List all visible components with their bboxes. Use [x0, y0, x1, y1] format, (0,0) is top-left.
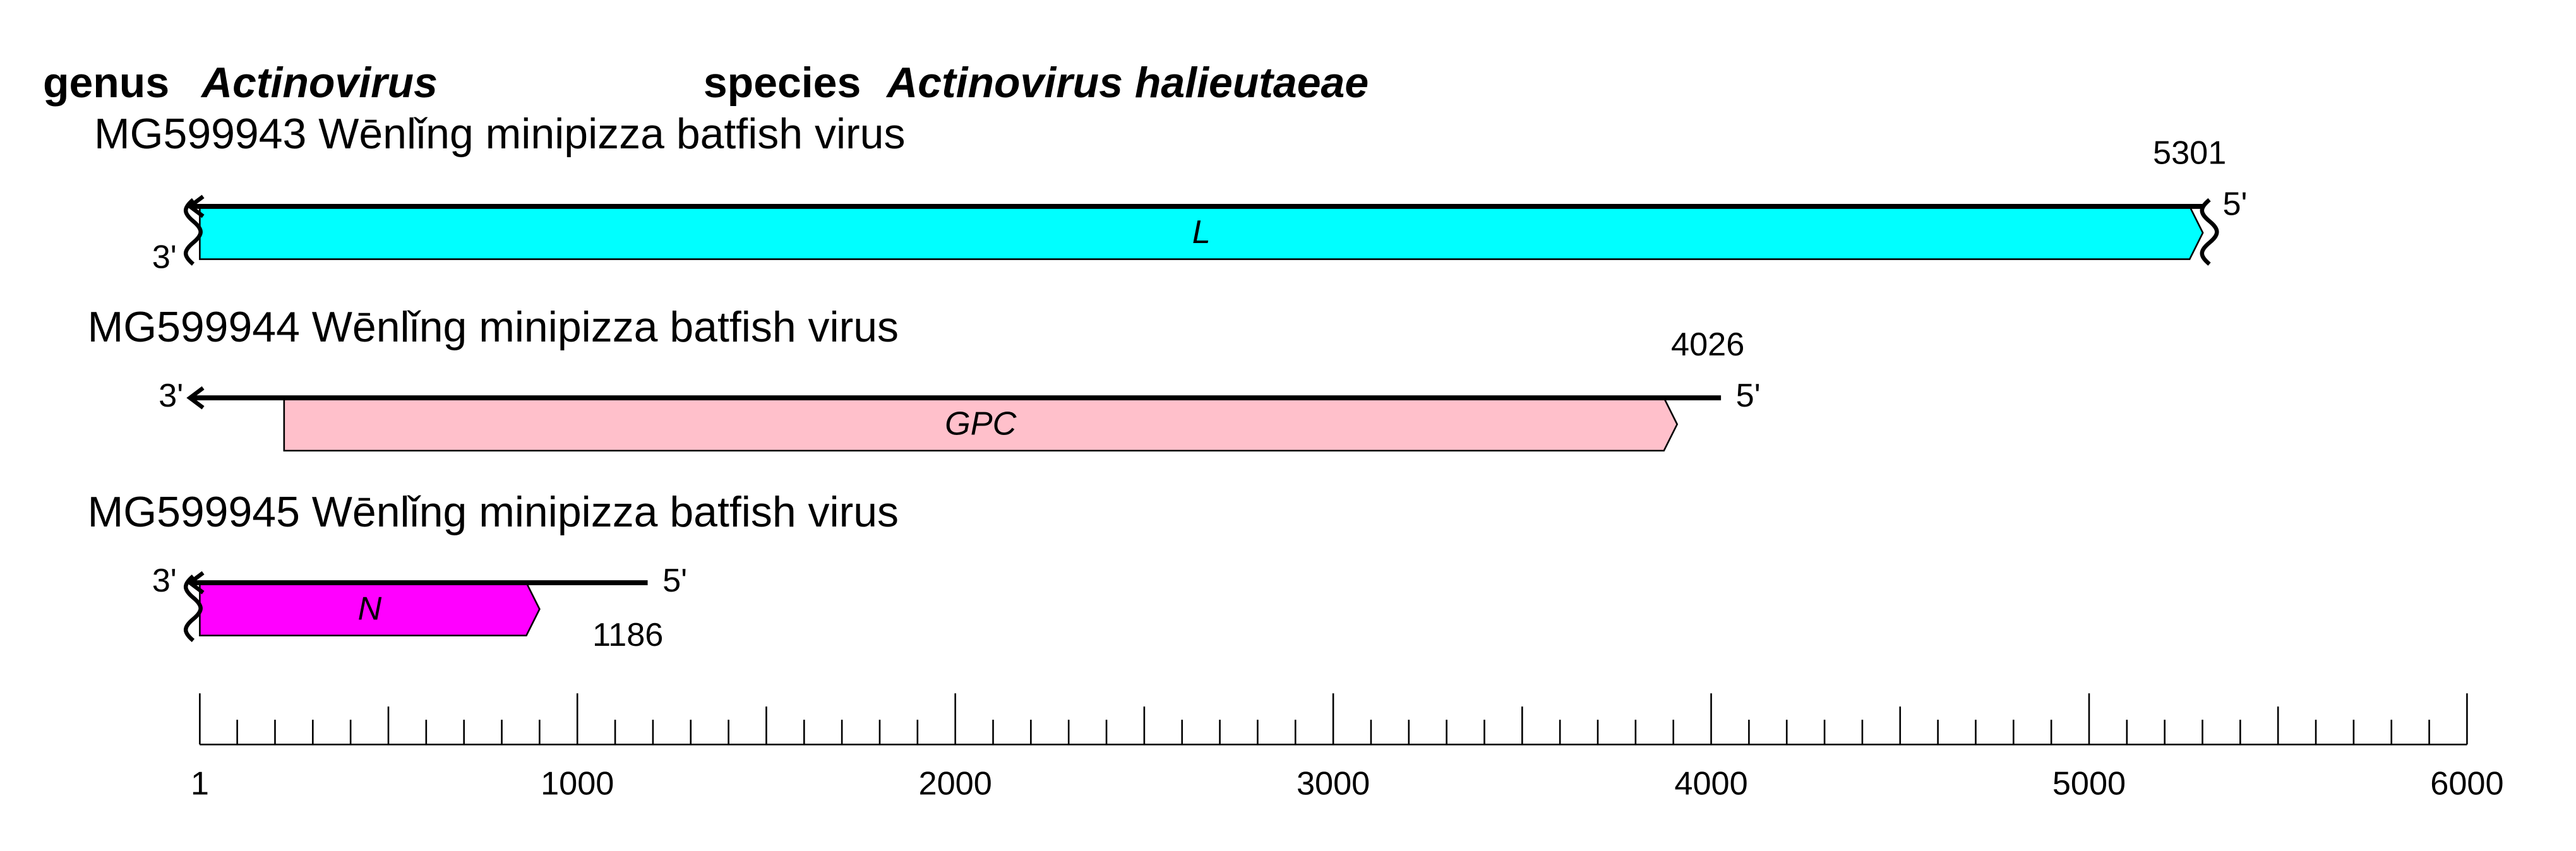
tick-label: 1000 — [541, 765, 614, 802]
tick-label: 6000 — [2430, 765, 2503, 802]
genus-name: Actinovirus — [200, 59, 438, 107]
species-name: Actinovirus halieutaeae — [885, 59, 1369, 107]
truncation-mark — [183, 574, 203, 643]
truncation-mark — [183, 198, 203, 266]
tick-label: 1 — [191, 765, 209, 802]
tick-label: 2000 — [919, 765, 992, 802]
segment-label: MG599944 Wēnlǐng minipizza batfish virus — [88, 303, 899, 351]
length-label: 5301 — [2153, 135, 2226, 172]
tick-label: 3000 — [1297, 765, 1370, 802]
genome-arrowhead — [186, 194, 205, 218]
genome-arrowhead — [186, 386, 205, 410]
five-prime-label: 5' — [2222, 186, 2247, 223]
length-label: 4026 — [1671, 326, 1744, 363]
gene-name: L — [1192, 214, 1211, 251]
segment-label: MG599945 Wēnlǐng minipizza batfish virus — [88, 488, 899, 536]
truncation-mark — [2200, 198, 2219, 266]
segment-label: MG599943 Wēnlǐng minipizza batfish virus — [94, 110, 905, 158]
five-prime-label: 5' — [1736, 378, 1761, 414]
genome-arrowhead — [186, 571, 205, 595]
three-prime-label: 3' — [152, 562, 177, 599]
species-label: species — [704, 59, 861, 107]
length-label: 1186 — [592, 617, 663, 653]
tick-label: 4000 — [1674, 765, 1747, 802]
five-prime-label: 5' — [662, 562, 687, 599]
three-prime-label: 3' — [159, 378, 183, 414]
three-prime-label: 3' — [152, 239, 177, 275]
genus-label: genus — [43, 59, 169, 107]
tick-label: 5000 — [2052, 765, 2126, 802]
gene-name: GPC — [945, 405, 1017, 442]
gene-name: N — [358, 590, 382, 627]
